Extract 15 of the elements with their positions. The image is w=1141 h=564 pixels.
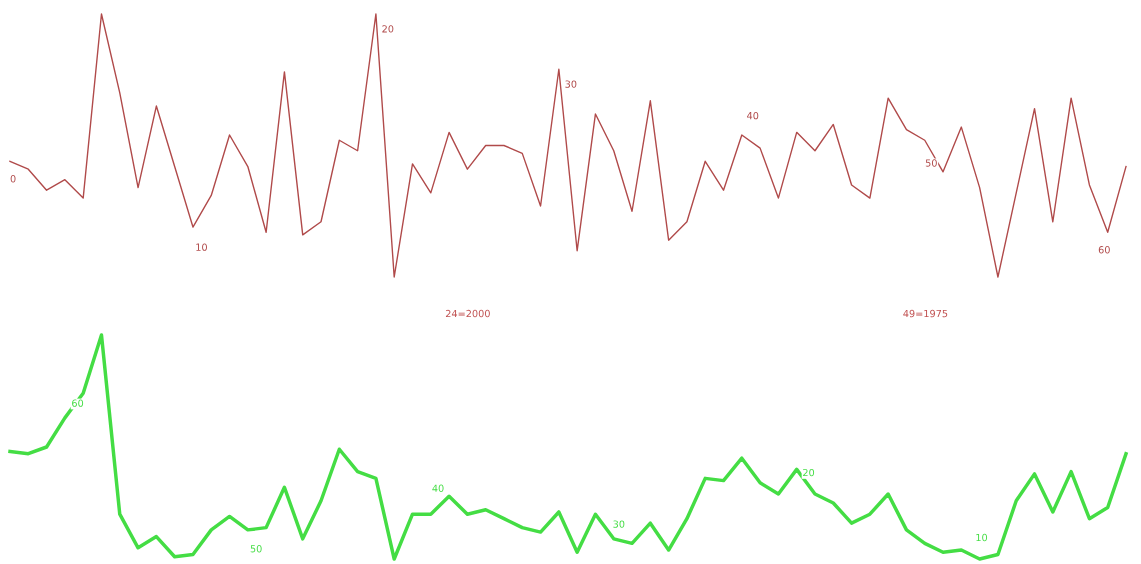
annotation: 20	[382, 25, 394, 33]
annotation: 10	[976, 533, 988, 542]
text: 24=2000	[445, 309, 490, 318]
annotation: 0	[10, 175, 16, 183]
text: 49=1975	[903, 309, 948, 318]
annotation: 30	[565, 80, 577, 88]
annotation: 10	[196, 243, 207, 251]
annotation: 60	[72, 399, 84, 407]
annotation: 40	[747, 111, 759, 120]
annotation: 50	[250, 545, 262, 553]
annotation: 60	[1098, 246, 1110, 254]
annotation: 30	[613, 520, 625, 528]
annotation: 40	[432, 484, 444, 492]
annotation: 50	[925, 159, 937, 167]
annotation: 20	[803, 468, 815, 477]
